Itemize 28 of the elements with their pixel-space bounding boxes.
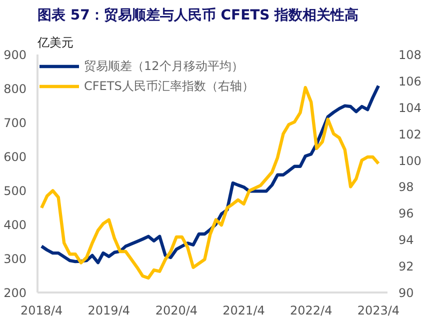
legend-label: CFETS人民币汇率指数（右轴） [84,78,254,94]
y2-tick-label: 104 [398,100,422,115]
y2-tick-label: 106 [398,74,422,88]
y-tick-label: 800 [4,82,26,96]
x-tick-label: 2019/4 [88,304,130,318]
x-tick-label: 2018/4 [20,304,63,318]
y2-tick-label: 94 [398,233,414,248]
x-tick-label: 2021/4 [222,304,265,318]
y2-tick-label: 98 [398,180,414,194]
legend-label: 贸易顺差（12个月移动平均） [84,58,244,74]
y-tick-label: 300 [4,252,26,266]
y2-tick-label: 92 [398,260,414,274]
y-axis-title: 亿美元 [36,36,74,50]
y-tick-label: 400 [4,218,26,232]
y2-tick-label: 96 [398,206,414,221]
x-tick-label: 2023/4 [357,304,400,318]
x-tick-label: 2022/4 [290,304,332,318]
y2-tick-label: 90 [398,286,414,300]
chart-title: 图表 57：贸易顺差与人民币 CFETS 指数相关性高 [38,6,359,24]
y-tick-label: 500 [4,184,26,198]
y-tick-label: 600 [4,150,26,164]
y-tick-label: 200 [4,286,26,300]
x-tick-label: 2020/4 [155,304,198,318]
y-tick-label: 700 [4,116,26,130]
y-tick-label: 900 [4,48,26,62]
y2-tick-label: 100 [398,154,422,168]
y2-tick-label: 102 [398,127,422,142]
y2-tick-label: 108 [398,48,422,62]
